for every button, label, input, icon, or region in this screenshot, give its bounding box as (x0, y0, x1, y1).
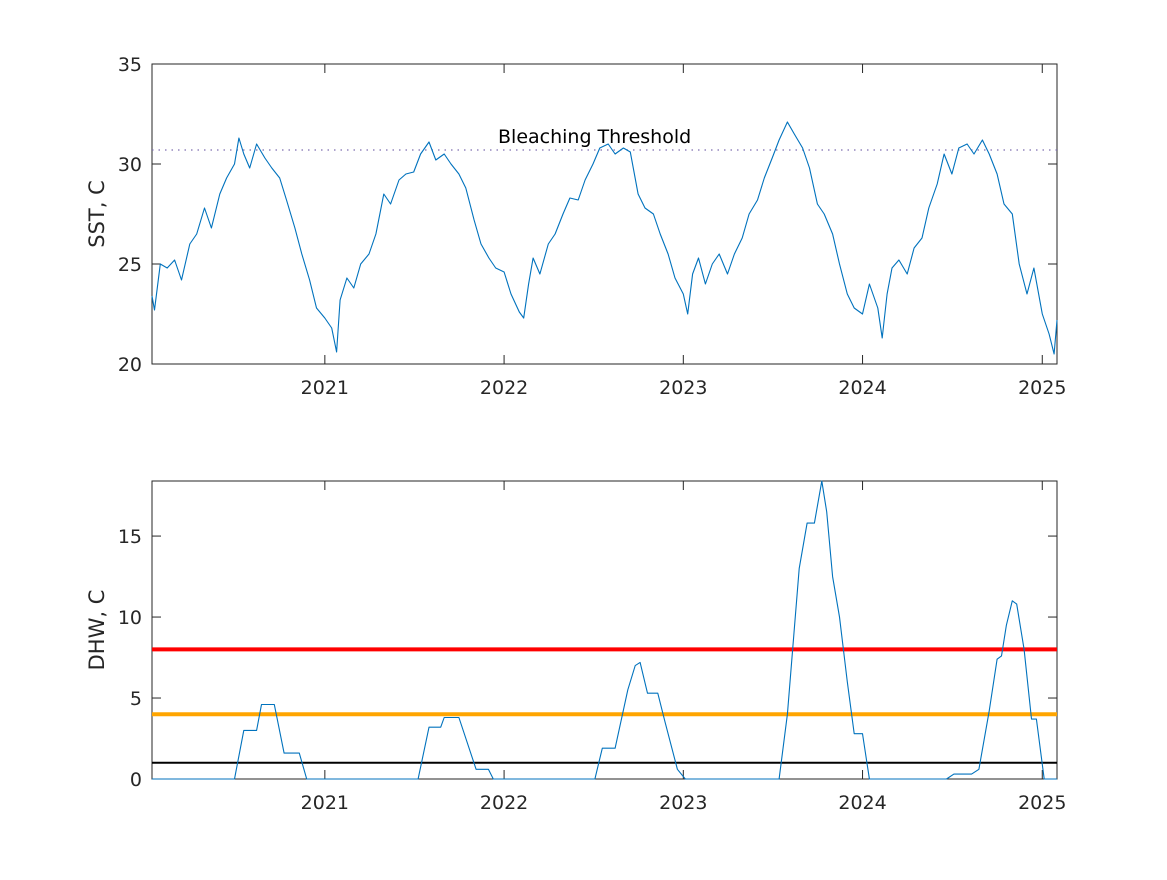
dhw-ytick-label: 10 (118, 607, 142, 629)
dhw-xtick-label: 2022 (480, 792, 528, 814)
dhw-axes-box (151, 480, 1058, 780)
dhw-series-line (152, 480, 1057, 780)
dhw-ytick-label: 5 (130, 688, 142, 710)
dhw-ylabel: DHW, C (85, 590, 109, 671)
dhw-xtick-label: 2024 (838, 792, 886, 814)
sst-ytick-label: 20 (118, 354, 142, 376)
sst-xtick-label: 2025 (1018, 377, 1066, 399)
sst-xtick-label: 2024 (838, 377, 886, 399)
dhw-ytick-label: 0 (130, 769, 142, 791)
sst-xtick-label: 2021 (301, 377, 349, 399)
dhw-xtick-label: 2023 (659, 792, 707, 814)
sst-ytick-label: 30 (118, 154, 142, 176)
dhw-xtick-label: 2025 (1018, 792, 1066, 814)
dhw-panel: DHW, C 0 5 10 15 2021 2022 2023 2024 2025 (85, 480, 1066, 814)
sst-series-line (151, 121, 1058, 355)
sst-ytick-label: 35 (118, 54, 142, 76)
sst-ylabel: SST, C (85, 180, 109, 248)
sst-axes-box (151, 63, 1058, 365)
dhw-xtick-label: 2021 (301, 792, 349, 814)
bleaching-threshold-label: Bleaching Threshold (498, 126, 691, 148)
sst-xtick-label: 2022 (480, 377, 528, 399)
dhw-ytick-label: 15 (118, 526, 142, 548)
sst-ytick-label: 25 (118, 254, 142, 276)
sst-xtick-label: 2023 (659, 377, 707, 399)
